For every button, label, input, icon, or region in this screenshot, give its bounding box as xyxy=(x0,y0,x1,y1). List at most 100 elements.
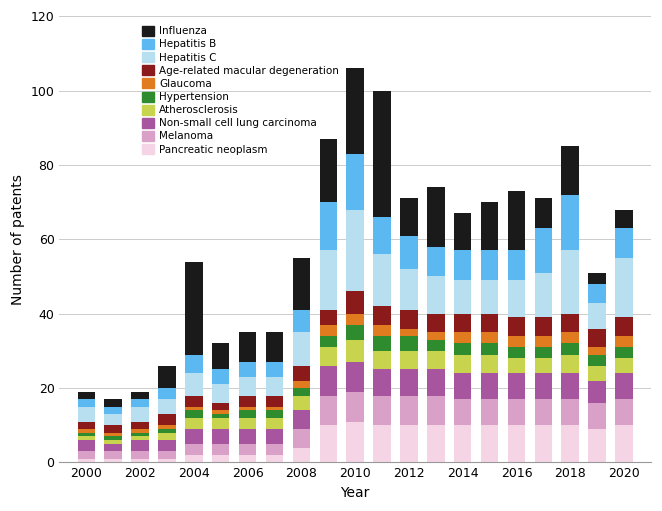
Bar xyxy=(508,347,525,358)
Bar xyxy=(293,258,310,310)
Bar xyxy=(615,399,633,425)
Bar xyxy=(105,407,122,414)
Y-axis label: Number of patents: Number of patents xyxy=(11,174,25,305)
Bar xyxy=(589,284,606,303)
Bar xyxy=(239,377,256,396)
Bar xyxy=(373,254,391,306)
Bar xyxy=(185,355,203,373)
Bar xyxy=(293,429,310,448)
Bar xyxy=(561,343,579,355)
Bar xyxy=(265,407,283,410)
Bar xyxy=(320,396,337,425)
Bar xyxy=(131,392,149,399)
Bar xyxy=(105,425,122,433)
Bar xyxy=(481,202,498,250)
Bar xyxy=(320,310,337,325)
Bar xyxy=(158,429,175,433)
Bar xyxy=(346,291,364,314)
Bar xyxy=(561,195,579,250)
Bar xyxy=(158,388,175,399)
Bar xyxy=(320,366,337,396)
Bar xyxy=(401,236,418,269)
Bar xyxy=(589,329,606,347)
Bar xyxy=(508,250,525,280)
Bar xyxy=(561,314,579,332)
Bar xyxy=(454,332,471,343)
Bar xyxy=(401,351,418,369)
Bar xyxy=(589,273,606,284)
Bar xyxy=(158,451,175,459)
Bar xyxy=(427,247,445,276)
Bar xyxy=(131,407,149,422)
Bar xyxy=(346,422,364,462)
Bar xyxy=(401,269,418,310)
Bar xyxy=(158,425,175,429)
Bar xyxy=(265,429,283,444)
Bar xyxy=(561,332,579,343)
Bar xyxy=(373,325,391,336)
Bar xyxy=(615,258,633,317)
Bar xyxy=(481,425,498,462)
Bar xyxy=(265,396,283,407)
Bar xyxy=(239,418,256,429)
Bar xyxy=(481,343,498,355)
Bar xyxy=(293,381,310,388)
Bar xyxy=(131,422,149,429)
Bar xyxy=(589,429,606,462)
Bar xyxy=(401,425,418,462)
Bar xyxy=(77,451,95,459)
Bar xyxy=(158,459,175,462)
Bar xyxy=(293,448,310,462)
Bar xyxy=(535,228,552,273)
Bar xyxy=(212,410,230,414)
Bar xyxy=(427,351,445,369)
Bar xyxy=(481,280,498,314)
Bar xyxy=(131,436,149,440)
Bar xyxy=(346,340,364,362)
Bar xyxy=(77,433,95,436)
Bar xyxy=(454,355,471,373)
Bar xyxy=(561,399,579,425)
Bar xyxy=(615,336,633,347)
Bar xyxy=(535,373,552,399)
Bar xyxy=(239,410,256,418)
Bar xyxy=(615,210,633,228)
Bar xyxy=(454,213,471,250)
Bar xyxy=(105,451,122,459)
Bar xyxy=(77,440,95,451)
Bar xyxy=(239,332,256,362)
Bar xyxy=(535,336,552,347)
Bar xyxy=(427,187,445,247)
Bar xyxy=(185,444,203,455)
Bar xyxy=(265,332,283,362)
Bar xyxy=(239,444,256,455)
Bar xyxy=(346,362,364,392)
Bar xyxy=(508,336,525,347)
Bar xyxy=(373,306,391,325)
Bar xyxy=(481,399,498,425)
Bar xyxy=(373,396,391,425)
Bar xyxy=(212,343,230,369)
Bar xyxy=(508,191,525,250)
Bar xyxy=(77,459,95,462)
Bar xyxy=(212,455,230,462)
Bar xyxy=(320,139,337,202)
Bar xyxy=(346,325,364,340)
Bar xyxy=(454,425,471,462)
Bar xyxy=(265,455,283,462)
Bar xyxy=(508,317,525,336)
Bar xyxy=(561,355,579,373)
Bar xyxy=(481,355,498,373)
Bar xyxy=(535,198,552,228)
Bar xyxy=(454,343,471,355)
Bar xyxy=(401,198,418,236)
Bar xyxy=(131,429,149,433)
Bar xyxy=(481,332,498,343)
Bar xyxy=(158,366,175,388)
Bar xyxy=(212,418,230,429)
Bar xyxy=(427,340,445,351)
Bar xyxy=(615,373,633,399)
Bar xyxy=(401,336,418,351)
Bar xyxy=(346,210,364,291)
Bar xyxy=(293,332,310,366)
